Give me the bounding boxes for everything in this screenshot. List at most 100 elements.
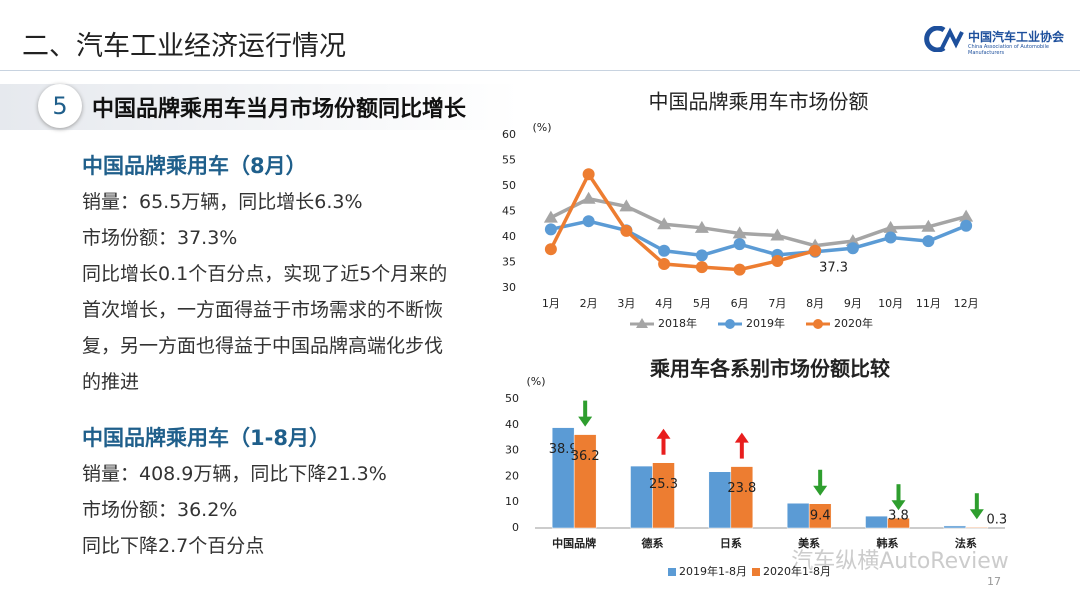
legend-label: 2019年 <box>746 316 785 330</box>
data-label: 37.3 <box>819 260 848 275</box>
trend-arrow-head <box>813 485 828 496</box>
legend-swatch <box>668 568 676 576</box>
marker <box>845 234 860 247</box>
marker <box>921 219 936 232</box>
marker <box>770 228 785 241</box>
block-line: 市场份额：37.3% <box>82 227 238 249</box>
y-axis-label: (%) <box>532 121 551 134</box>
y-tick-label: 40 <box>502 230 516 243</box>
marker <box>884 231 897 244</box>
y-tick-label: 10 <box>505 495 519 508</box>
bar <box>630 465 653 529</box>
x-tick-label: 5月 <box>693 297 711 310</box>
x-tick-label: 1月 <box>542 297 560 310</box>
bar <box>887 517 910 529</box>
bar <box>730 466 754 529</box>
slide-title: 二、汽车工业经济运行情况 <box>22 31 346 62</box>
bar <box>573 434 597 529</box>
section-number: 5 <box>38 84 82 128</box>
data-label: 0.3 <box>986 513 1007 528</box>
marker <box>959 209 974 222</box>
logo-name: 中国汽车工业协会 <box>968 30 1065 44</box>
data-label: 36.2 <box>571 449 600 464</box>
x-tick-label: 德系 <box>641 536 664 550</box>
trend-arrow-head <box>656 428 671 439</box>
x-tick-label: 日系 <box>720 536 742 550</box>
block-title: 中国品牌乘用车（1-8月） <box>82 426 330 450</box>
marker <box>581 191 596 204</box>
x-tick-label: 12月 <box>954 297 979 310</box>
block-line: 销量：65.5万辆，同比增长6.3% <box>82 191 363 213</box>
x-tick-label: 2月 <box>580 297 598 310</box>
marker <box>846 242 859 255</box>
trend-arrow-head <box>578 416 593 427</box>
legend-swatch <box>752 568 760 576</box>
text-block: 中国品牌乘用车（1-8月） 销量：408.9万辆，同比下降21.3% 市场份额：… <box>82 422 454 564</box>
chart-title: 中国品牌乘用车市场份额 <box>649 90 869 114</box>
legend-marker <box>725 319 735 329</box>
y-tick-label: 40 <box>505 418 519 431</box>
text-block: 中国品牌乘用车（8月） 销量：65.5万辆，同比增长6.3% 市场份额：37.3… <box>82 150 454 400</box>
marker <box>733 263 746 276</box>
marker <box>695 249 708 262</box>
marker <box>658 258 671 271</box>
x-tick-label: 中国品牌 <box>552 536 596 550</box>
marker <box>732 226 747 239</box>
logo-mark <box>924 26 964 52</box>
y-tick-label: 20 <box>505 469 519 482</box>
chart-title: 乘用车各系别市场份额比较 <box>649 357 890 381</box>
series-line <box>550 196 967 248</box>
legend-label: 2018年 <box>658 316 697 330</box>
x-tick-label: 法系 <box>955 536 977 550</box>
x-tick-label: 8月 <box>806 297 824 310</box>
marker <box>658 244 671 257</box>
marker <box>922 235 935 248</box>
marker <box>544 243 557 256</box>
legend-label: 2019年1-8月 <box>679 564 747 578</box>
title-rule <box>0 70 1080 71</box>
marker <box>809 244 822 257</box>
data-label: 25.3 <box>649 477 678 492</box>
legend-marker <box>636 318 648 328</box>
bar <box>943 525 967 529</box>
bar <box>808 503 832 529</box>
trend-arrow-head <box>891 500 906 511</box>
block-line: 同比增长0.1个百分点，实现了近5个月来的首次增长，一方面得益于市场需求的不断恢… <box>82 263 448 393</box>
data-label: 3.8 <box>888 509 909 524</box>
y-tick-label: 0 <box>512 521 519 534</box>
series-line <box>549 170 816 272</box>
x-tick-label: 7月 <box>768 297 786 310</box>
x-tick-label: 3月 <box>617 297 635 310</box>
marker <box>620 224 633 237</box>
y-tick-label: 45 <box>502 205 516 218</box>
y-tick-label: 30 <box>505 444 519 457</box>
y-tick-label: 55 <box>502 154 516 167</box>
x-tick-label: 9月 <box>844 297 862 310</box>
marker <box>883 220 898 233</box>
x-tick-label: 韩系 <box>877 536 899 550</box>
watermark: 汽车纵横AutoReview <box>791 549 1009 574</box>
x-tick-label: 11月 <box>916 297 941 310</box>
bar <box>786 502 810 529</box>
marker <box>582 168 595 181</box>
heading-band <box>0 84 520 130</box>
marker <box>619 199 634 212</box>
bar <box>865 515 888 529</box>
marker <box>694 220 709 233</box>
marker <box>582 215 595 228</box>
marker <box>771 254 784 267</box>
y-axis-label: (%) <box>526 375 545 388</box>
block-line: 销量：408.9万辆，同比下降21.3% <box>82 463 387 485</box>
trend-arrow-head <box>969 509 984 520</box>
y-tick-label: 60 <box>502 128 516 141</box>
section-heading: 中国品牌乘用车当月市场份额同比增长 <box>92 97 467 122</box>
marker <box>695 261 708 274</box>
data-label: 9.4 <box>810 509 831 524</box>
data-label: 38.9 <box>549 442 578 457</box>
x-tick-label: 6月 <box>731 297 749 310</box>
page-number: 17 <box>987 575 1001 588</box>
y-tick-label: 35 <box>502 256 516 269</box>
marker <box>543 210 558 223</box>
series-line <box>550 219 967 258</box>
